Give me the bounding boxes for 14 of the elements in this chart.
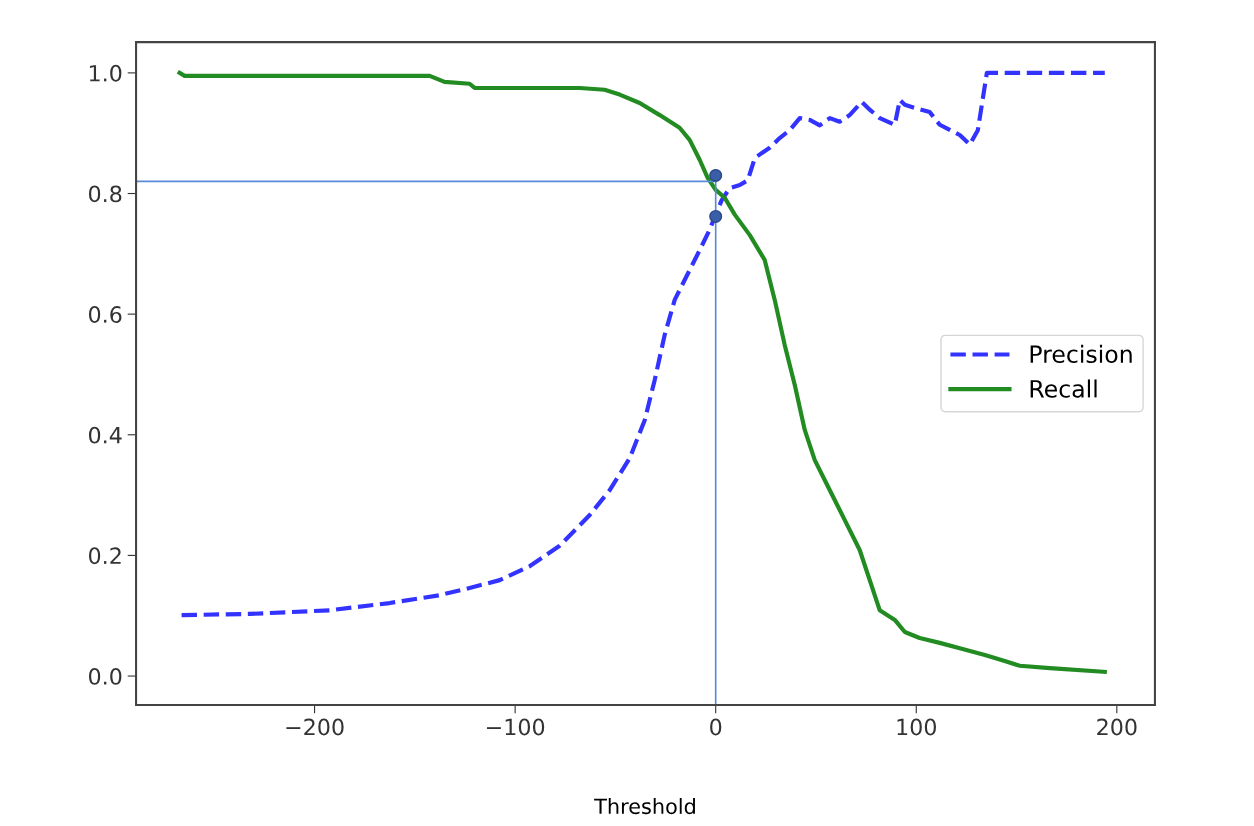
legend-label: Precision bbox=[1030, 344, 1132, 364]
x-tick-label: −100 bbox=[486, 718, 545, 736]
y-tick-label: 0.8 bbox=[88, 185, 122, 203]
y-tick-label: 0.2 bbox=[88, 547, 121, 565]
y-tick-label: 0.6 bbox=[88, 306, 122, 323]
y-tick-label: 1.0 bbox=[89, 64, 122, 82]
x-tick-label: −200 bbox=[286, 718, 344, 736]
y-tick-label: 0.4 bbox=[88, 426, 122, 444]
x-axis-title: Threshold bbox=[594, 798, 695, 815]
x-tick-label: 100 bbox=[897, 718, 936, 736]
y-tick-label: 0.0 bbox=[88, 667, 122, 685]
legend-label: Recall bbox=[1030, 379, 1097, 398]
x-tick-label: 200 bbox=[1097, 718, 1137, 736]
x-tick-label: 0 bbox=[710, 718, 722, 736]
